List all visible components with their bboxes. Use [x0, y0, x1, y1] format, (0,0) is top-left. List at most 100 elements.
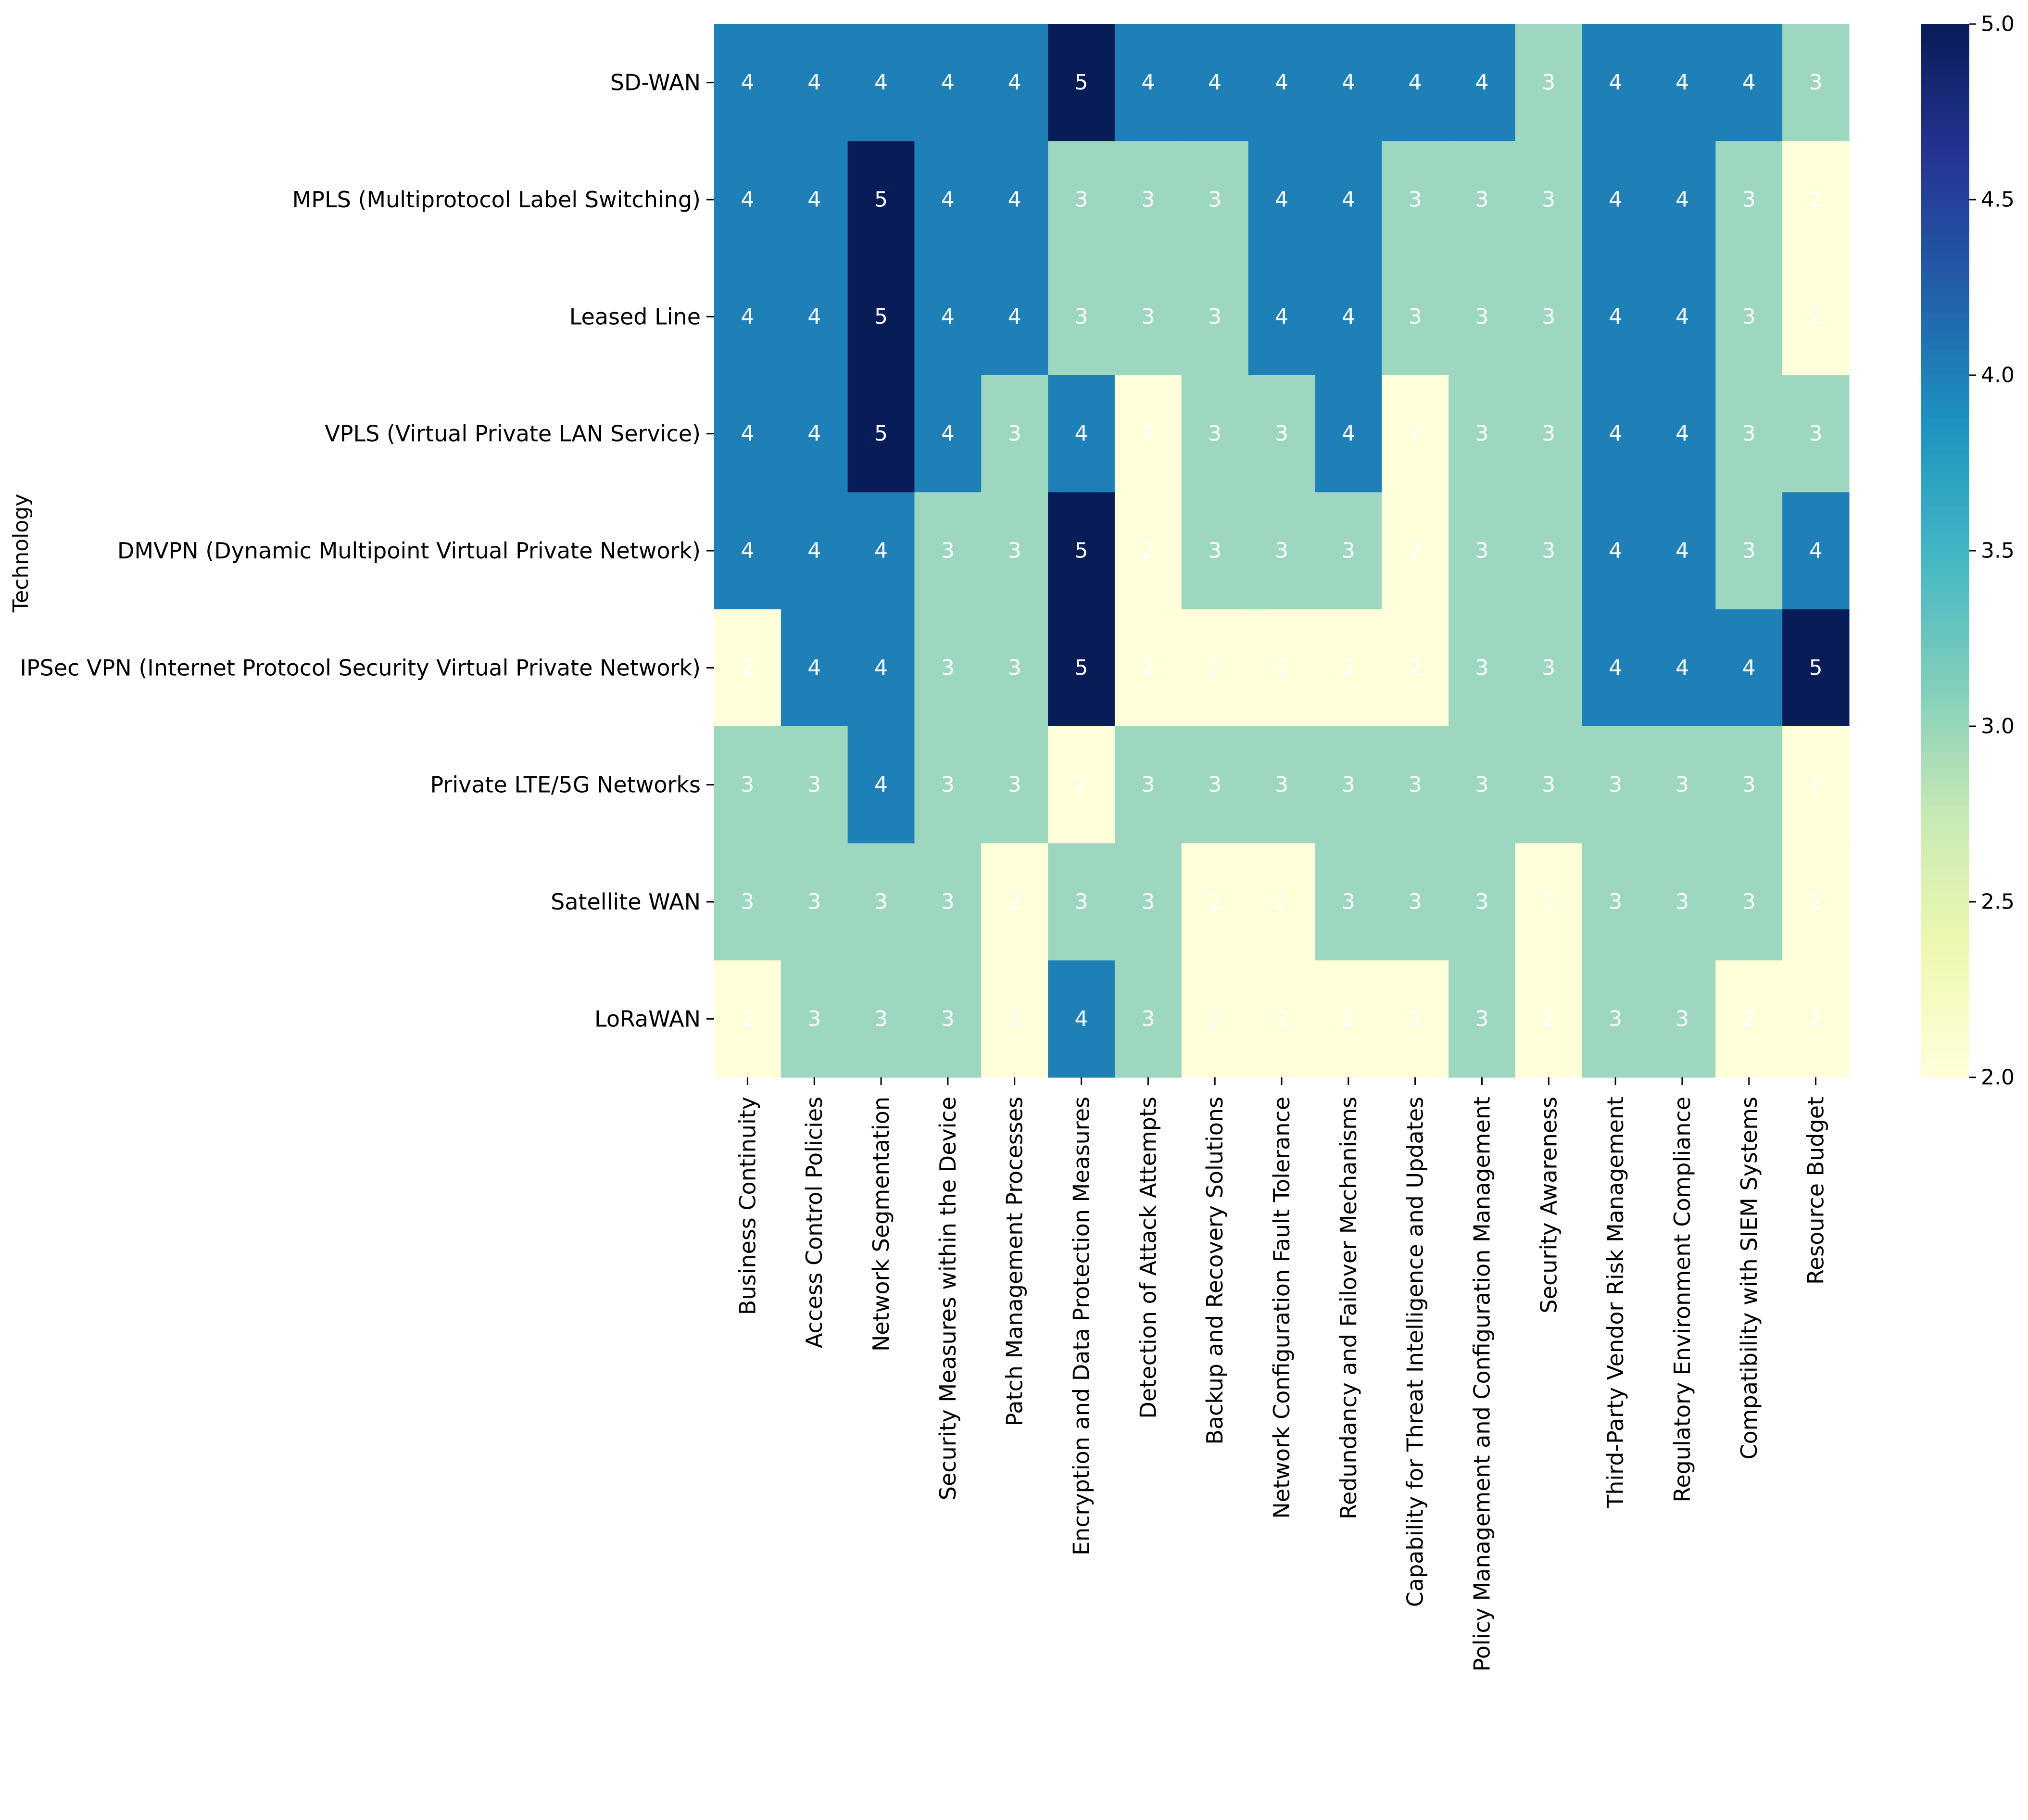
heatmap-cell: [1114, 843, 1182, 961]
heatmap-cell: [981, 375, 1048, 493]
heatmap-cell: [981, 960, 1048, 1078]
heatmap-cell: [981, 609, 1048, 727]
colorbar-segment: [1921, 761, 1969, 771]
cell-annotation: 5: [874, 304, 888, 329]
colorbar-segment: [1921, 463, 1969, 472]
heatmap-cell: [1114, 492, 1182, 610]
cell-annotation: 2: [1275, 1007, 1288, 1031]
cell-annotation: 2: [1141, 421, 1155, 446]
heatmap-cell: [1449, 960, 1516, 1078]
heatmap-cell: [1382, 960, 1449, 1078]
cell-annotation: 4: [1675, 656, 1689, 680]
cell-annotation: 4: [807, 70, 821, 95]
cell-annotation: 4: [807, 421, 821, 446]
colorbar-segment: [1921, 445, 1969, 455]
cell-annotation: 4: [874, 70, 888, 95]
cell-annotation: 3: [1342, 890, 1355, 914]
colorbar: 2.0 2.5 3.0 3.5 4.0 4.5 5.0: [1921, 12, 2015, 1090]
heatmap-cell: [1248, 492, 1316, 610]
heatmap-cell: [1248, 726, 1316, 844]
cell-annotation: 2: [1208, 1007, 1222, 1031]
cell-annotation: 3: [1008, 772, 1021, 797]
colorbar-segment: [1921, 787, 1969, 797]
colorbar-segment: [1921, 498, 1969, 507]
cell-annotation: 4: [941, 188, 955, 212]
cell-annotation: 3: [1475, 188, 1488, 212]
colorbar-segment: [1921, 349, 1969, 358]
cell-annotation: 5: [1075, 70, 1088, 95]
heatmap-cell: [1515, 24, 1583, 141]
colorbar-segment: [1921, 314, 1969, 323]
cell-annotation: 3: [1475, 421, 1488, 446]
cell-annotation: 4: [1809, 539, 1823, 563]
cell-annotation: 2: [741, 656, 754, 680]
colorbar-segment: [1921, 112, 1969, 121]
cell-annotation: 5: [874, 188, 888, 212]
heatmap-cell: [1114, 609, 1182, 727]
colorbar-segment: [1921, 59, 1969, 69]
heatmap-cell: [1582, 141, 1650, 259]
x-tick-label: Backup and Recovery Solutions: [1202, 1097, 1228, 1445]
x-tick-label: Security Awareness: [1536, 1097, 1562, 1314]
cell-annotation: 3: [1542, 539, 1555, 563]
cell-annotation: 4: [1609, 421, 1622, 446]
y-tick-label: DMVPN (Dynamic Multipoint Virtual Privat…: [117, 538, 701, 564]
y-tick-label: Satellite WAN: [551, 889, 701, 915]
colorbar-segment: [1921, 559, 1969, 569]
colorbar-segment: [1921, 832, 1969, 841]
cell-annotation: 2: [1409, 656, 1422, 680]
cell-annotation: 4: [1742, 70, 1756, 95]
cell-annotation: 3: [1675, 1007, 1689, 1031]
y-tick-label: MPLS (Multiprotocol Label Switching): [292, 187, 701, 213]
heatmap-cell: [1315, 960, 1382, 1078]
y-tick-label: VPLS (Virtual Private LAN Service): [325, 421, 701, 447]
heatmap-cell: [847, 375, 915, 493]
cell-annotation: 3: [1742, 188, 1756, 212]
colorbar-segment: [1921, 630, 1969, 639]
cell-annotation: 4: [807, 539, 821, 563]
heatmap-cell: [1315, 24, 1382, 141]
colorbar-segment: [1921, 33, 1969, 42]
cell-annotation: 3: [1075, 304, 1088, 329]
colorbar-segment: [1921, 972, 1969, 982]
heatmap-cell: [1582, 960, 1650, 1078]
heatmap-cell: [1782, 843, 1850, 961]
colorbar-segment: [1921, 331, 1969, 341]
cell-annotation: 4: [1275, 70, 1288, 95]
colorbar-segment: [1921, 85, 1969, 95]
colorbar-segment: [1921, 673, 1969, 683]
heatmap-cell: [914, 24, 982, 141]
cell-annotation: 3: [1809, 421, 1823, 446]
cell-annotation: 3: [874, 1007, 888, 1031]
heatmap-cell: [1382, 609, 1449, 727]
x-tick-label: Business Continuity: [734, 1097, 760, 1315]
cell-annotation: 2: [1809, 1007, 1823, 1031]
cell-annotation: 4: [1475, 70, 1488, 95]
colorbar-segment: [1921, 594, 1969, 604]
heatmap-cell: [1649, 141, 1716, 259]
colorbar-segment: [1921, 1068, 1969, 1078]
y-axis: SD-WAN MPLS (Multiprotocol Label Switchin…: [20, 70, 714, 1032]
heatmap-cell: [1582, 375, 1650, 493]
colorbar-segment: [1921, 155, 1969, 165]
colorbar-segment: [1921, 954, 1969, 964]
cell-annotation: 3: [941, 890, 955, 914]
colorbar-segment: [1921, 217, 1969, 227]
heatmap-cell: [914, 141, 982, 259]
colorbar-segment: [1921, 1060, 1969, 1069]
colorbar-segment: [1921, 796, 1969, 806]
heatmap-cell: [981, 726, 1048, 844]
heatmap-cell: [1181, 492, 1249, 610]
heatmap-cell: [1449, 24, 1516, 141]
cell-annotation: 3: [1008, 421, 1021, 446]
colorbar-segment: [1921, 656, 1969, 666]
cell-annotation: 3: [874, 890, 888, 914]
heatmap-cell: [1315, 726, 1382, 844]
colorbar-segment: [1921, 779, 1969, 788]
colorbar-segment: [1921, 840, 1969, 850]
colorbar-segment: [1921, 384, 1969, 393]
heatmap-cell: [1048, 726, 1115, 844]
cell-annotation: 4: [1008, 70, 1021, 95]
heatmap-cell: [1782, 141, 1850, 259]
cell-annotation: 4: [1609, 656, 1622, 680]
